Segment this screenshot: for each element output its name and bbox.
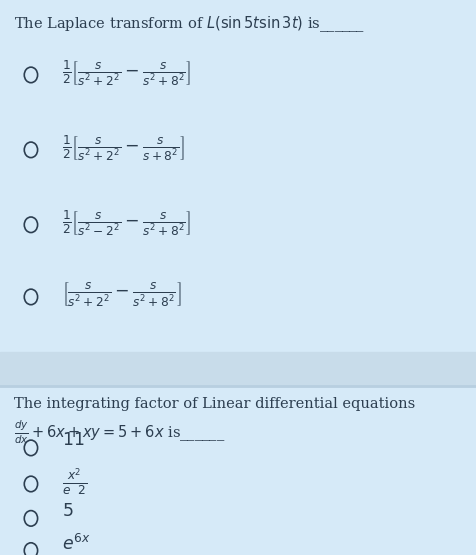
Bar [0,352,476,386]
Text: $\frac{x^2}{e\ \ 2}$: $\frac{x^2}{e\ \ 2}$ [62,467,87,498]
Text: $\frac{dy}{dx} + 6x + xy = 5 + 6x$ is______: $\frac{dy}{dx} + 6x + xy = 5 + 6x$ is___… [14,419,226,446]
Text: The integrating factor of Linear differential equations: The integrating factor of Linear differe… [14,397,416,411]
Text: The Laplace transform of $L(\sin 5t \sin 3t)$ is______: The Laplace transform of $L(\sin 5t \sin… [14,14,366,34]
Text: $e^{6x}$: $e^{6x}$ [62,534,90,554]
Text: $\left[\frac{s}{s^2+2^2} - \frac{s}{s^2+8^2}\right]$: $\left[\frac{s}{s^2+2^2} - \frac{s}{s^2+… [62,280,181,308]
Text: $\frac{1}{2}\left[\frac{s}{s^2+2^2} - \frac{s}{s^2+8^2}\right]$: $\frac{1}{2}\left[\frac{s}{s^2+2^2} - \f… [62,58,191,88]
Text: $5$: $5$ [62,502,73,519]
Text: $\frac{1}{2}\left[\frac{s}{s^2+2^2} - \frac{s}{s+8^2}\right]$: $\frac{1}{2}\left[\frac{s}{s^2+2^2} - \f… [62,133,185,163]
Text: $\frac{1}{2}\left[\frac{s}{s^2-2^2} - \frac{s}{s^2+8^2}\right]$: $\frac{1}{2}\left[\frac{s}{s^2-2^2} - \f… [62,208,191,238]
Text: $11$: $11$ [62,431,84,449]
